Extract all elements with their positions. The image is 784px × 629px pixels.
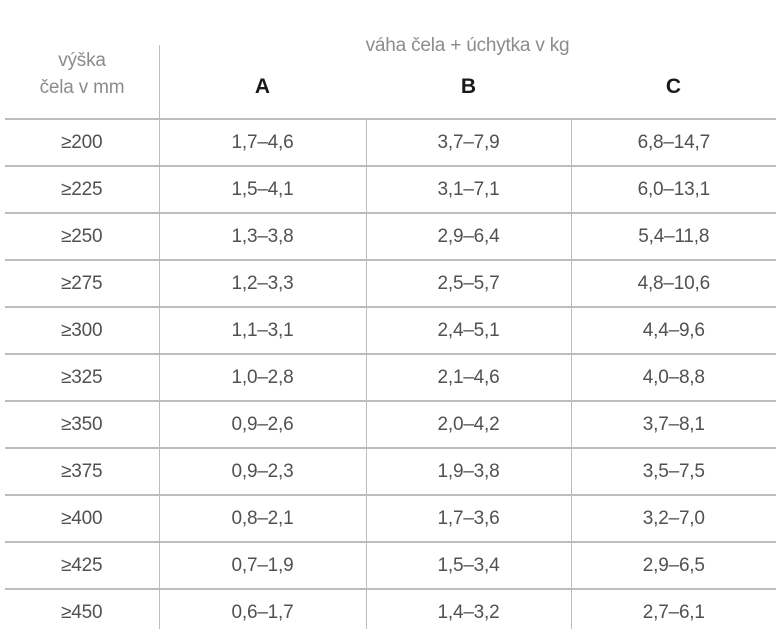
cell-c: 6,8–14,7	[570, 118, 777, 166]
row-label: ≥375	[5, 447, 159, 495]
table-row: ≥400 0,8–2,1 1,7–3,6 3,2–7,0	[5, 494, 777, 542]
cell-c: 5,4–11,8	[570, 212, 777, 260]
cell-a: 0,9–2,3	[158, 447, 366, 495]
table-body: ≥200 1,7–4,6 3,7–7,9 6,8–14,7 ≥225 1,5–4…	[5, 118, 777, 629]
cell-c: 2,9–6,5	[570, 541, 777, 589]
cell-b: 2,9–6,4	[365, 212, 571, 260]
row-label: ≥350	[5, 400, 159, 448]
cell-c: 4,4–9,6	[570, 306, 777, 354]
row-axis-header: výška čela v mm	[5, 30, 160, 119]
table-row: ≥300 1,1–3,1 2,4–5,1 4,4–9,6	[5, 306, 777, 354]
cell-b: 2,4–5,1	[365, 306, 571, 354]
cell-b: 1,7–3,6	[365, 494, 571, 542]
group-header: váha čela + úchytka v kg	[365, 35, 570, 56]
row-label: ≥275	[5, 259, 159, 307]
cell-a: 1,0–2,8	[158, 353, 366, 401]
cell-a: 0,7–1,9	[158, 541, 366, 589]
table-row: ≥350 0,9–2,6 2,0–4,2 3,7–8,1	[5, 400, 777, 448]
cell-b: 3,1–7,1	[365, 165, 571, 213]
cell-b: 2,1–4,6	[365, 353, 571, 401]
row-label: ≥425	[5, 541, 159, 589]
column-header-b: B	[460, 75, 477, 98]
table-row: ≥200 1,7–4,6 3,7–7,9 6,8–14,7	[5, 118, 777, 166]
row-label: ≥200	[5, 118, 159, 166]
column-header-c: C	[665, 75, 682, 98]
cell-a: 1,3–3,8	[158, 212, 366, 260]
cell-a: 1,7–4,6	[158, 118, 366, 166]
row-label: ≥450	[5, 588, 159, 629]
cell-c: 4,0–8,8	[570, 353, 777, 401]
cell-c: 6,0–13,1	[570, 165, 777, 213]
cell-a: 0,6–1,7	[158, 588, 366, 629]
row-axis-header-line1: výška	[58, 50, 106, 71]
row-label: ≥325	[5, 353, 159, 401]
row-label: ≥250	[5, 212, 159, 260]
table-row: ≥275 1,2–3,3 2,5–5,7 4,8–10,6	[5, 259, 777, 307]
cell-a: 0,9–2,6	[158, 400, 366, 448]
table-row: ≥425 0,7–1,9 1,5–3,4 2,9–6,5	[5, 541, 777, 589]
row-label: ≥225	[5, 165, 159, 213]
table-row: ≥325 1,0–2,8 2,1–4,6 4,0–8,8	[5, 353, 777, 401]
cell-c: 4,8–10,6	[570, 259, 777, 307]
group-header-row: výška čela v mm váha čela + úchytka v kg	[5, 30, 776, 118]
cell-a: 0,8–2,1	[158, 494, 366, 542]
row-axis-header-line2: čela v mm	[39, 77, 125, 98]
cell-a: 1,2–3,3	[158, 259, 366, 307]
cell-b: 2,0–4,2	[365, 400, 571, 448]
weight-spec-table: výška čela v mm váha čela + úchytka v kg…	[5, 30, 777, 629]
row-label: ≥300	[5, 306, 159, 354]
cell-c: 3,2–7,0	[570, 494, 777, 542]
table-row: ≥225 1,5–4,1 3,1–7,1 6,0–13,1	[5, 165, 777, 213]
cell-a: 1,1–3,1	[158, 306, 366, 354]
cell-c: 3,7–8,1	[570, 400, 777, 448]
table-row: ≥450 0,6–1,7 1,4–3,2 2,7–6,1	[5, 588, 777, 629]
cell-c: 2,7–6,1	[570, 588, 777, 629]
cell-b: 1,9–3,8	[365, 447, 571, 495]
cell-b: 3,7–7,9	[365, 118, 571, 166]
table-header: výška čela v mm váha čela + úchytka v kg…	[5, 30, 776, 119]
table-row: ≥375 0,9–2,3 1,9–3,8 3,5–7,5	[5, 447, 777, 495]
cell-a: 1,5–4,1	[158, 165, 366, 213]
table-row: ≥250 1,3–3,8 2,9–6,4 5,4–11,8	[5, 212, 777, 260]
cell-b: 2,5–5,7	[365, 259, 571, 307]
column-header-a: A	[254, 75, 271, 98]
cell-c: 3,5–7,5	[570, 447, 777, 495]
column-letters-row: A B C	[5, 62, 776, 119]
row-label: ≥400	[5, 494, 159, 542]
cell-b: 1,5–3,4	[365, 541, 571, 589]
cell-b: 1,4–3,2	[365, 588, 571, 629]
